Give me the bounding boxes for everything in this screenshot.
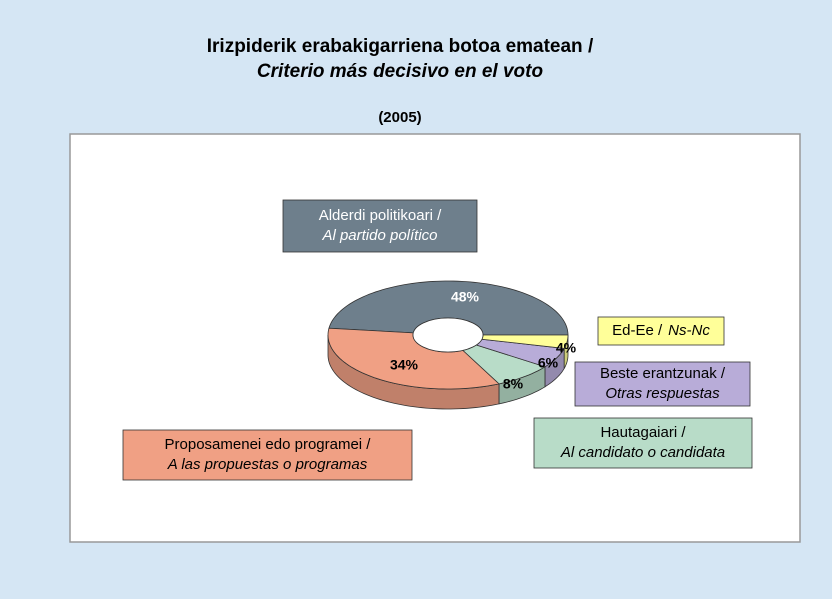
- legend-basque: Beste erantzunak /: [600, 365, 726, 382]
- legend-spanish: Ns-Nc: [668, 322, 710, 339]
- donut-hole: [412, 317, 484, 353]
- chart-title-es: Criterio más decisivo en el voto: [257, 61, 543, 82]
- chart-subtitle: (2005): [378, 109, 421, 126]
- legend-spanish: Otras respuestas: [605, 385, 720, 402]
- legend-box: [533, 417, 753, 469]
- data-label: 48%: [451, 289, 480, 305]
- data-label: 34%: [390, 357, 419, 373]
- legend-basque: Alderdi politikoari /: [319, 207, 442, 224]
- legend-box: [597, 316, 725, 346]
- legend-box: [282, 199, 478, 253]
- legend-basque: Ed-Ee /: [612, 322, 663, 339]
- legend-label: Ed-Ee / Ns-Nc: [612, 322, 710, 339]
- data-label: 4%: [556, 340, 577, 356]
- legend-box: [574, 361, 751, 407]
- legend-spanish: Al partido político: [321, 227, 437, 244]
- data-label: 8%: [503, 376, 524, 392]
- data-label: 6%: [538, 355, 559, 371]
- legend-basque: Hautagaiari /: [600, 424, 686, 441]
- legend-spanish: A las propuestas o programas: [167, 456, 368, 473]
- legend-spanish: Al candidato o candidata: [560, 444, 725, 461]
- chart-title: Irizpiderik erabakigarriena botoa ematea…: [207, 36, 594, 57]
- legend-basque: Proposamenei edo programei /: [165, 436, 372, 453]
- legend-box: [122, 429, 413, 481]
